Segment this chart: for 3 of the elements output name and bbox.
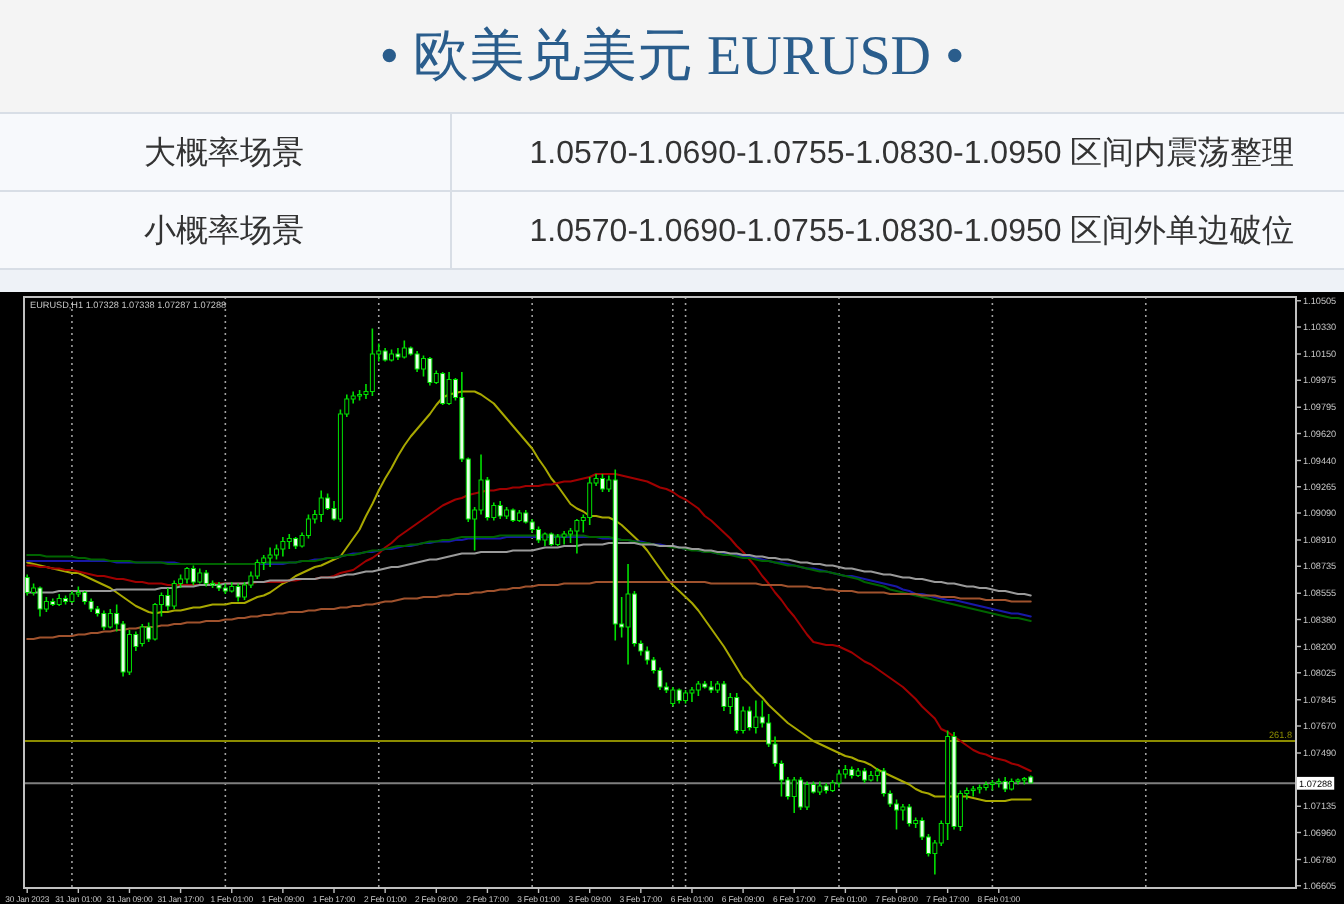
table: 大概率场景 1.0570-1.0690-1.0755-1.0830-1.0950 区间内震荡整理 小概率场景 1.0570-1.0690-1.0755-1.0830-1.0950 区间外单边破位 [0, 111, 1344, 292]
chart-title: • 欧美兑美元 EURUSD • [379, 26, 965, 88]
heading: • 欧美兑美元 EURUSD • [0, 0, 1344, 112]
